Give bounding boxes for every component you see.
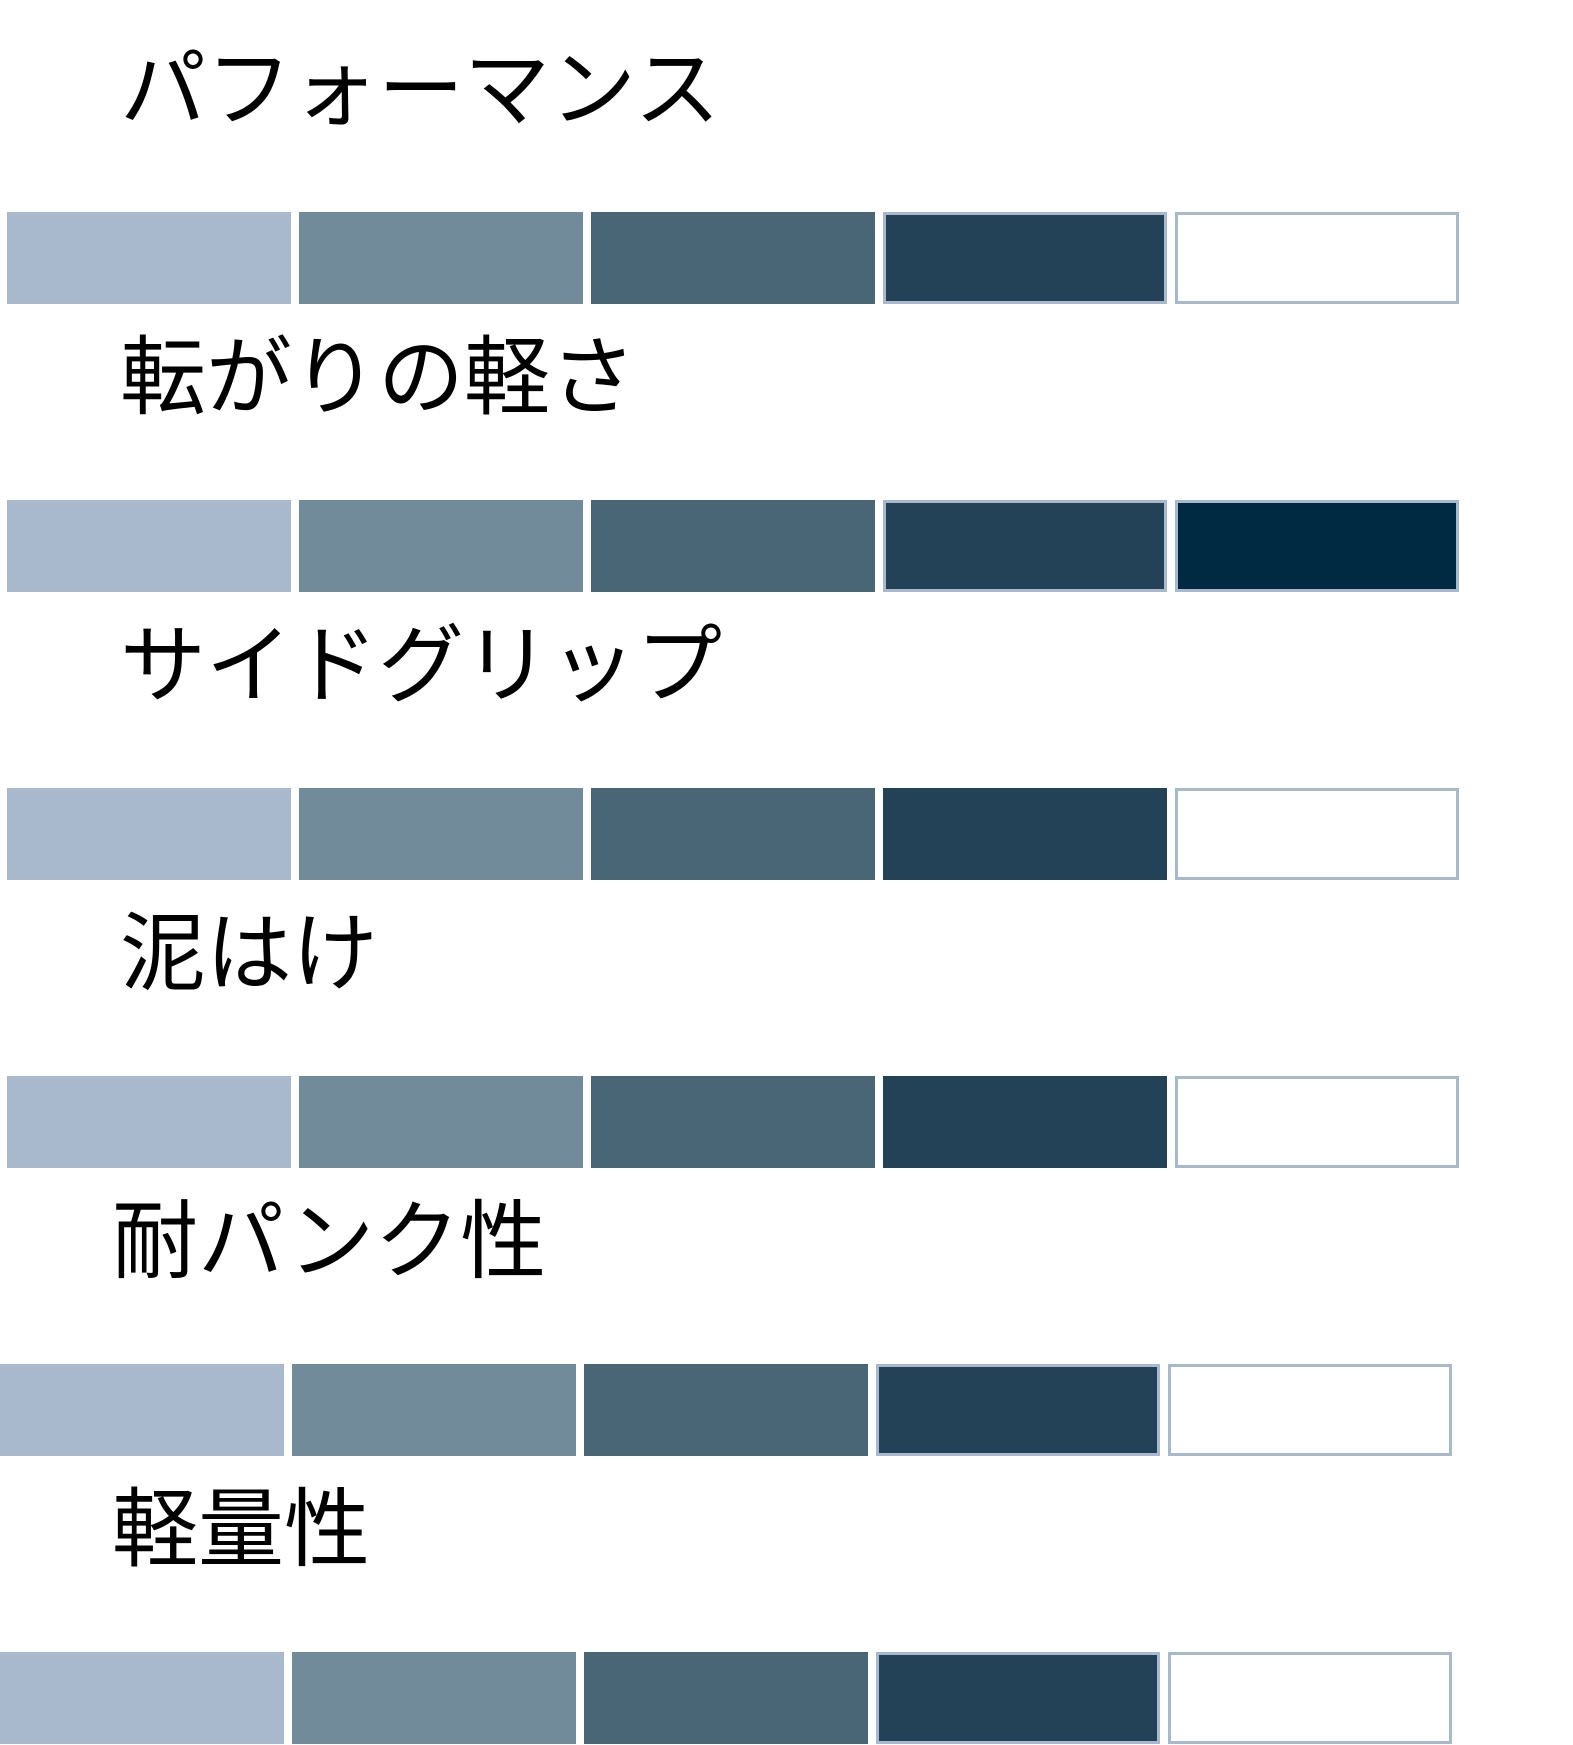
rating-segment xyxy=(1175,212,1459,304)
rating-segment xyxy=(7,500,291,592)
rating-row-rolling-resistance: 転がりの軽さ xyxy=(0,288,1573,592)
rating-segment xyxy=(591,1076,875,1168)
rating-row-lightness: 軽量性 xyxy=(0,1440,1573,1744)
rating-label: 泥はけ xyxy=(120,904,378,1004)
rating-segment xyxy=(7,788,291,880)
rating-row-mud-clearance: 泥はけ xyxy=(0,864,1573,1168)
rating-label: 耐パンク性 xyxy=(112,1192,547,1292)
rating-row-side-grip: サイドグリップ xyxy=(0,576,1573,880)
rating-segment xyxy=(1175,500,1459,592)
rating-segment xyxy=(7,1076,291,1168)
rating-segment xyxy=(299,788,583,880)
rating-segment xyxy=(1175,1076,1459,1168)
rating-segment xyxy=(591,212,875,304)
rating-label: パフォーマンス xyxy=(120,40,721,140)
rating-segment xyxy=(0,1652,284,1744)
rating-bar xyxy=(7,500,1459,592)
rating-segment xyxy=(0,1364,284,1456)
rating-segment xyxy=(591,788,875,880)
rating-segment xyxy=(591,500,875,592)
rating-row-puncture-resistance: 耐パンク性 xyxy=(0,1152,1573,1456)
rating-segment xyxy=(299,212,583,304)
rating-bar xyxy=(0,1364,1452,1456)
rating-segment xyxy=(883,1076,1167,1168)
rating-segment xyxy=(1168,1652,1452,1744)
rating-label: 転がりの軽さ xyxy=(120,328,636,428)
rating-segment xyxy=(7,212,291,304)
rating-label: サイドグリップ xyxy=(120,616,722,716)
rating-bar xyxy=(7,1076,1459,1168)
rating-segment xyxy=(883,500,1167,592)
rating-label: 軽量性 xyxy=(112,1480,370,1580)
rating-segment xyxy=(299,500,583,592)
rating-segment xyxy=(1175,788,1459,880)
rating-segment xyxy=(883,788,1167,880)
rating-segment xyxy=(584,1652,868,1744)
rating-bar xyxy=(7,788,1459,880)
rating-segment xyxy=(292,1364,576,1456)
rating-segment xyxy=(292,1652,576,1744)
rating-segment xyxy=(299,1076,583,1168)
rating-segment xyxy=(876,1652,1160,1744)
rating-bar xyxy=(7,212,1459,304)
rating-segment xyxy=(584,1364,868,1456)
rating-segment xyxy=(883,212,1167,304)
rating-segment xyxy=(1168,1364,1452,1456)
rating-bar xyxy=(0,1652,1452,1744)
rating-row-performance: パフォーマンス xyxy=(0,0,1573,304)
rating-segment xyxy=(876,1364,1160,1456)
